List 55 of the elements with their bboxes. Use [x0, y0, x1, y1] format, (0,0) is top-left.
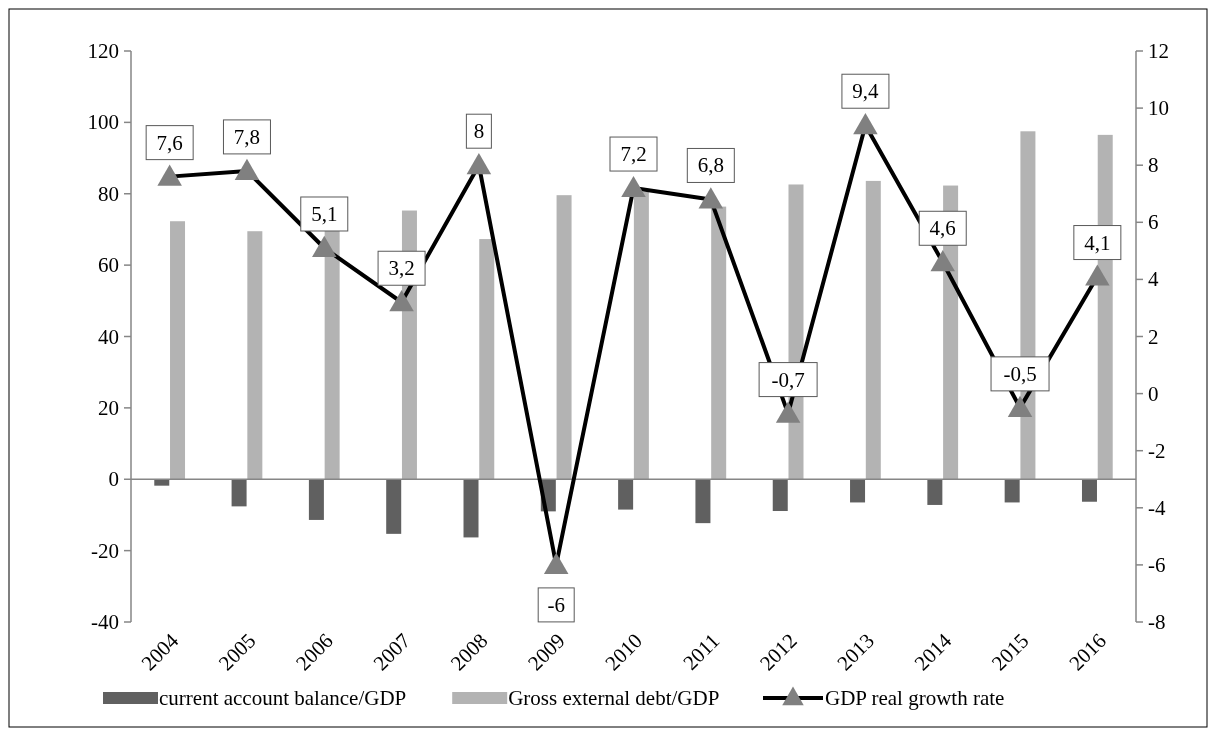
bar [463, 479, 479, 538]
y-tick-label: 40 [98, 324, 119, 349]
bar [308, 479, 324, 520]
data-label: 5,1 [311, 201, 338, 226]
y2-tick-label: 6 [1148, 210, 1159, 235]
bar [772, 479, 788, 512]
legend-label: Gross external debt/GDP [508, 686, 720, 710]
legend-label: GDP real growth rate [825, 686, 1005, 710]
bar [479, 239, 495, 480]
bar [633, 191, 649, 480]
bar [711, 206, 727, 480]
bar [556, 195, 572, 480]
bar [386, 479, 402, 534]
bar [247, 231, 263, 480]
y2-tick-label: 4 [1148, 267, 1159, 292]
y-tick-label: 100 [87, 110, 119, 135]
y-tick-label: 80 [98, 181, 119, 206]
data-label: -6 [547, 592, 565, 617]
y-tick-label: 60 [98, 253, 119, 278]
data-label: 4,6 [929, 216, 956, 241]
data-label: 6,8 [697, 153, 724, 178]
y2-tick-label: -8 [1148, 610, 1166, 634]
bar [618, 479, 634, 510]
data-label: 7,8 [233, 124, 261, 149]
data-label: 3,2 [388, 256, 415, 281]
bar [865, 180, 881, 480]
y2-tick-label: 12 [1148, 39, 1169, 63]
bar [927, 479, 943, 505]
y2-tick-label: 0 [1148, 381, 1159, 406]
data-label: 9,4 [852, 79, 880, 104]
legend-label: current account balance/GDP [159, 686, 407, 710]
data-label: -0,5 [1003, 361, 1037, 386]
bar [231, 479, 247, 507]
y-tick-label: 20 [98, 395, 119, 420]
y-tick-label: 0 [108, 467, 119, 492]
data-label: 4,1 [1084, 230, 1111, 255]
data-label: 7,6 [156, 130, 183, 155]
y2-tick-label: -6 [1148, 552, 1166, 577]
y2-tick-label: 2 [1148, 324, 1159, 349]
bar [850, 479, 866, 503]
bar [170, 221, 186, 480]
y2-tick-label: 10 [1148, 96, 1169, 121]
bar [1004, 479, 1020, 503]
y2-tick-label: 8 [1148, 153, 1159, 178]
bar [154, 479, 170, 486]
y-tick-label: -40 [91, 610, 119, 634]
y2-tick-label: -4 [1148, 495, 1166, 520]
y2-tick-label: -2 [1148, 438, 1166, 463]
bar [695, 479, 711, 524]
y-tick-label: -20 [91, 538, 119, 563]
data-label: -0,7 [771, 367, 805, 392]
data-label: 7,2 [620, 142, 647, 167]
data-label: 8 [473, 119, 485, 144]
bar [1081, 479, 1097, 502]
y-tick-label: 120 [87, 39, 119, 63]
